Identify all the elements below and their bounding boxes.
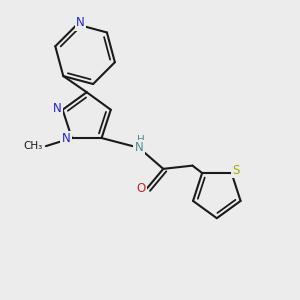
Text: H: H (137, 135, 144, 145)
Text: N: N (134, 141, 143, 154)
Text: N: N (52, 102, 61, 115)
Text: O: O (136, 182, 146, 195)
Text: S: S (233, 164, 240, 177)
Text: N: N (61, 133, 70, 146)
Text: N: N (76, 16, 85, 29)
Text: CH₃: CH₃ (23, 141, 43, 151)
